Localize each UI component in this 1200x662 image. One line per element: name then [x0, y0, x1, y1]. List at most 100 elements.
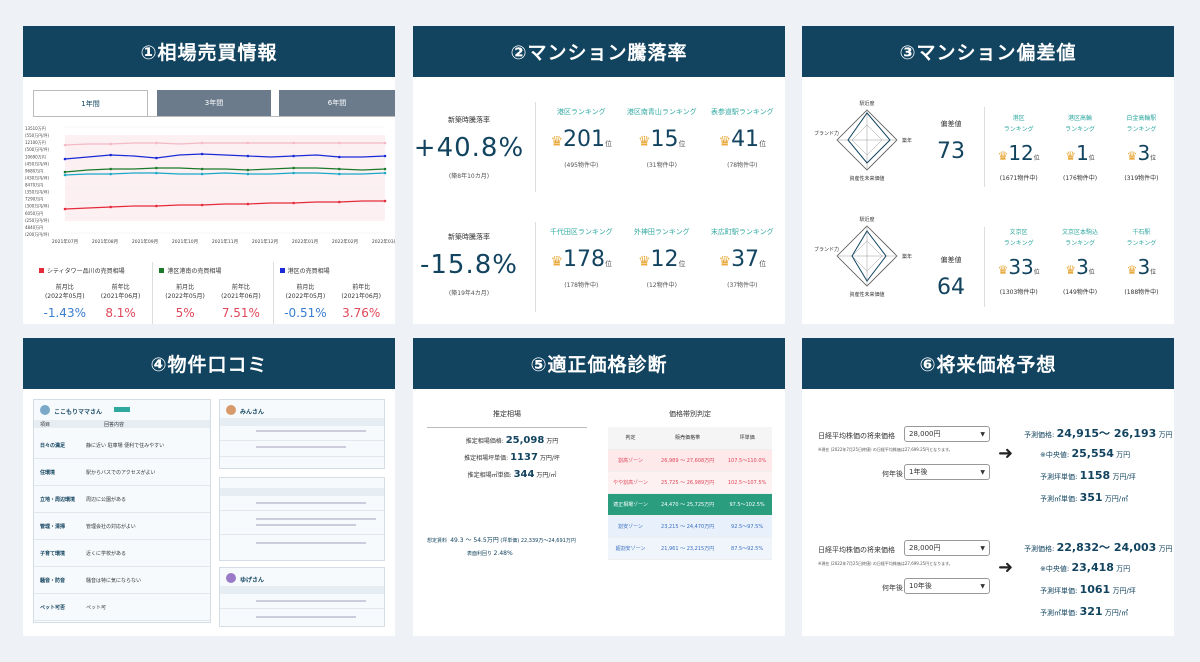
rank-card: 港区ランキング ♛201位 (495物件中) [541, 107, 622, 169]
row-label: 騒音・防音 [40, 578, 66, 584]
price-range: 26,989 〜 27,608万円 [653, 449, 723, 472]
crown-icon: ♛ [1126, 149, 1138, 163]
deviation-label: 偏差値 [940, 256, 962, 264]
y-tick-label: (350万円/坪) [25, 189, 50, 195]
price-range: 24,470 〜 25,725万円 [653, 493, 723, 516]
chevron-down-icon: ▼ [980, 468, 985, 476]
review-card-3 [219, 477, 385, 561]
series-point [200, 141, 204, 145]
rank-total: (31物件中) [646, 162, 677, 169]
price-pct: 97.5〜102.5% [722, 493, 772, 516]
price-unit: 万円 [1158, 545, 1173, 553]
rise-label: 新築時騰落率 [448, 116, 490, 124]
price-value: 24,915〜 26,193 [1056, 427, 1157, 440]
chevron-down-icon: ▼ [980, 582, 985, 590]
rank-title: 文京区本駒込 [1062, 229, 1099, 236]
row-label: 住環境 [40, 470, 56, 476]
rank-number: 12 [650, 247, 679, 272]
rank-number: 12 [1008, 141, 1034, 165]
series-point [338, 200, 341, 204]
rank-number: 41 [731, 127, 760, 152]
deviation-value: 64 [937, 275, 965, 300]
nikkei-select[interactable]: 28,000円 ▼ [904, 540, 990, 556]
series-point [338, 167, 341, 171]
tab-6year[interactable]: 6年間 [279, 90, 395, 116]
table-row: 住環境 駅からバスでのアクセスがよい [34, 459, 210, 486]
series-point [109, 142, 112, 146]
yield-value: 2.48% [493, 550, 513, 557]
rank-unit: 位 [759, 140, 767, 148]
series-point [155, 156, 158, 160]
series-point [200, 203, 204, 207]
price-range: 23,215 〜 24,470万円 [653, 515, 723, 538]
x-tick-label: 2021年10月 [172, 238, 198, 245]
series-point [200, 152, 204, 156]
row-label: 立地・周辺環境 [40, 497, 76, 503]
y-tick-label: (550万円/坪) [25, 132, 50, 138]
market-line-chart: 13510万円(550万円/坪)12100万円(500万円/坪)10690万円(… [25, 126, 395, 245]
review-card-1: ここもりママさん 項目 回答内容 日々の満足 静に近い 駐車場 便利で住みやすい住… [33, 399, 211, 623]
nikkei-label: 日経平均株価の将来価格 [818, 432, 895, 440]
crown-icon: ♛ [1065, 263, 1077, 277]
series-point [63, 207, 67, 211]
tab-1year[interactable]: 1年間 [33, 90, 148, 116]
crown-icon: ♛ [1065, 149, 1077, 163]
estimate-key: 推定相場価格: [465, 438, 504, 445]
row-text: 静に近い 駐車場 便利で住みやすい [86, 443, 165, 449]
panel-title: ④物件口コミ [23, 338, 395, 389]
radar-chart-2: 駅近度 築年 資産性未来価値 ブランド力 [814, 216, 912, 298]
x-tick-label: 2022年03月 [372, 238, 395, 245]
forecast-tsubo: 予測坪単価: 1061 万円/坪 [1040, 583, 1136, 596]
rank-unit: 位 [678, 140, 686, 148]
tsubo-label: 予測坪単価: [1040, 587, 1078, 595]
rank-title: 末広町駅ランキング [710, 228, 774, 236]
rank-total: (495物件中) [564, 162, 599, 169]
series-line [64, 142, 385, 146]
forecast-m2: 予測㎡単価: 321 万円/㎡ [1040, 605, 1128, 618]
rise-ranks-1: 港区ランキング ♛201位 (495物件中) 港区南青山ランキング ♛15位 (… [541, 107, 785, 169]
rank-unit: 位 [605, 140, 613, 148]
rank-title-2: ランキング [1065, 240, 1095, 247]
tsubo-unit: 万円/坪 [1112, 587, 1136, 595]
table-row: 超割安ゾーン 21,961 〜 23,215万円 87.5〜92.5% [608, 537, 772, 560]
price-pct: 87.5〜92.5% [722, 537, 772, 560]
series-point [292, 166, 295, 170]
table-row: 割高ゾーン 26,989 〜 27,608万円 107.5〜110.0% [608, 449, 772, 472]
radar-label-top: 駅近度 [859, 216, 874, 223]
range-head: 販売価格帯 [653, 427, 723, 450]
panel-reviews: ④物件口コミ ここもりママさん 項目 回答内容 日々の満足 静に近い 駐車場 便利… [23, 338, 395, 636]
reviewer-name: ここもりママさん [54, 409, 103, 416]
series-point [246, 154, 250, 158]
median-label: ※中央値: [1040, 451, 1070, 459]
rank-unit: 位 [1033, 155, 1040, 162]
radar-label-left: ブランド力 [814, 130, 839, 137]
rank-card: 港区 ランキング ♛12位 (1671物件中) [988, 113, 1049, 182]
years-select[interactable]: 1年後 ▼ [904, 464, 990, 480]
rank-total: (319物件中) [1124, 175, 1159, 182]
col-head-answer: 回答内容 [104, 422, 125, 428]
series-line [64, 200, 385, 210]
panel-title: ②マンション騰落率 [413, 26, 785, 77]
series-line [64, 167, 386, 173]
rise-summary-2: 新築時騰落率 -15.8% (築19年4カ月) [413, 200, 525, 323]
mom-period: (2022年05月) [44, 293, 85, 300]
blue-square-icon [279, 268, 285, 273]
rise-label: 新築時騰落率 [448, 233, 490, 241]
rank-card: 港区南青山ランキング ♛15位 (31物件中) [622, 107, 703, 169]
x-tick-label: 2021年12月 [252, 238, 278, 245]
rank-title-2: ランキング [1126, 126, 1157, 133]
rise-ranks-2: 千代田区ランキング ♛178位 (178物件中) 外神田ランキング ♛12位 (… [541, 227, 785, 289]
nikkei-select[interactable]: 28,000円 ▼ [904, 426, 990, 442]
radar-label-right: 築年 [902, 253, 912, 260]
row-text: 騒音は特に気にならない [86, 578, 142, 584]
tab-3year[interactable]: 3年間 [157, 90, 271, 116]
mom-value: -0.51% [284, 306, 327, 320]
rank-title: 港区 [1012, 115, 1025, 122]
panel-title: ⑤適正価格診断 [413, 338, 785, 389]
estimate-row: 推定相場㎡単価: 344 万円/㎡ [427, 469, 597, 480]
years-select[interactable]: 10年後 ▼ [904, 578, 990, 594]
rank-title-2: ランキング [1003, 240, 1034, 247]
rank-total: (176物件中) [1062, 175, 1098, 182]
estimate-value: 25,098 [505, 435, 545, 446]
rank-unit: 位 [759, 260, 767, 268]
